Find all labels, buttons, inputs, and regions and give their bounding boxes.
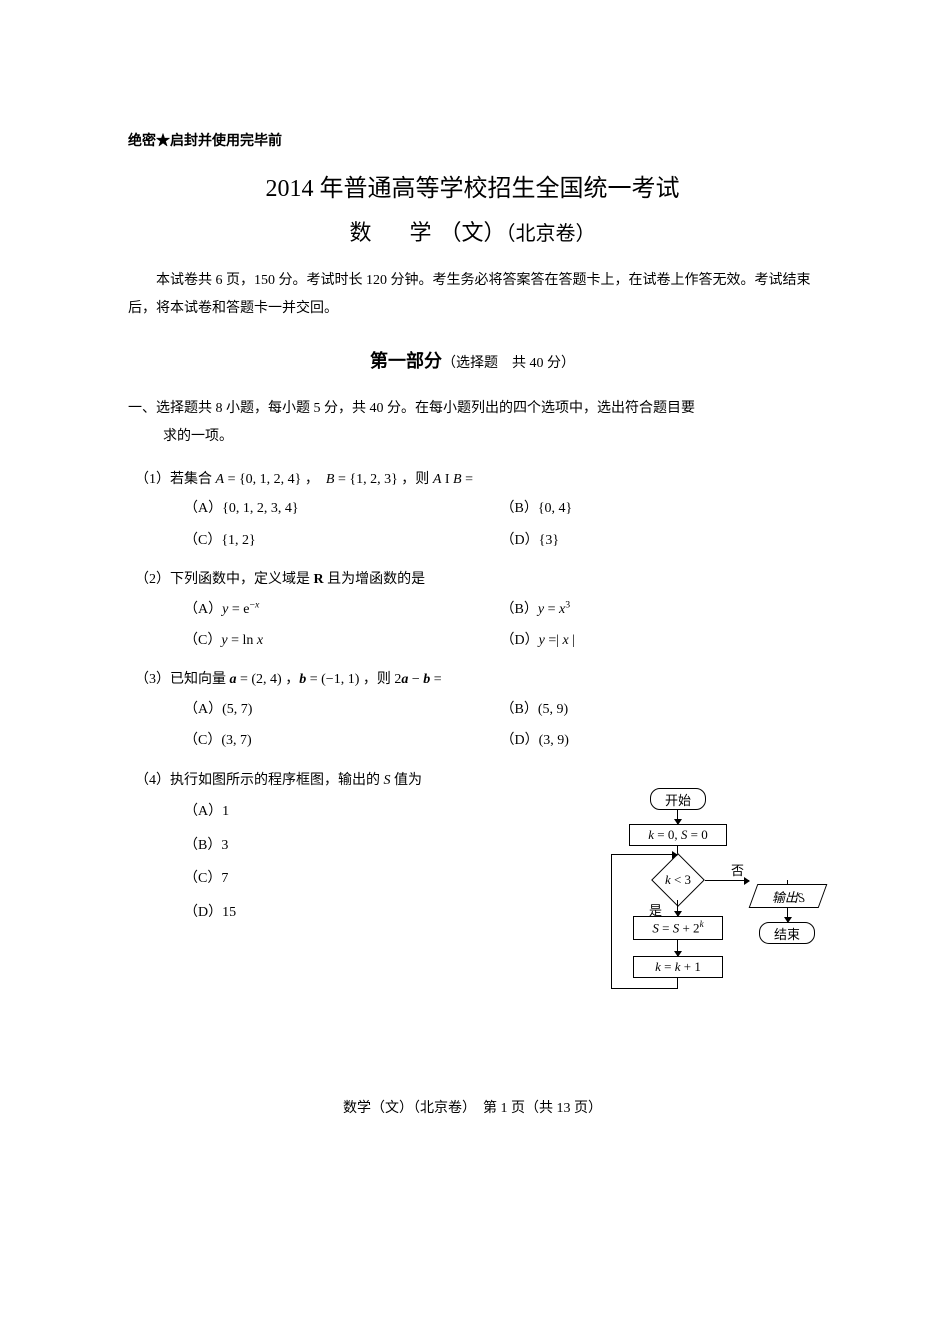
q1-stem-text: （1）若集合 (135, 472, 216, 487)
flowchart-diagram: 开始 k = 0, S = 0 k < 3 是 S = S + 2k k = k… (605, 788, 835, 1028)
q2-options: （A）y = e−x （B）y = x3 （C）y = ln x （D）y =|… (128, 595, 817, 658)
q3-option-a: （A）(5, 7) (184, 695, 501, 726)
subject-region: （北京卷） (506, 223, 596, 245)
q2-option-b: （B）y = x3 (501, 595, 818, 626)
exam-intro: 本试卷共 6 页，150 分。考试时长 120 分钟。考生务必将答案答在答题卡上… (128, 267, 817, 323)
q3-option-d: （D）(3, 9) (501, 726, 818, 757)
fc-line (611, 854, 612, 989)
fc-condition: k < 3 (643, 862, 713, 898)
fc-step1: S = S + 2k (633, 916, 723, 940)
fc-output: 输出S (749, 884, 828, 908)
exam-title: 2014 年普通高等学校招生全国统一考试 (128, 168, 817, 203)
q3-stem: （3）已知向量 a = (2, 4) ，b = (−1, 1) ，则 2a − … (128, 665, 817, 694)
q2-option-d: （D）y =| x | (501, 626, 818, 657)
fc-arrow (677, 900, 678, 916)
fc-line (611, 988, 678, 989)
q1-stem-math: A (216, 472, 225, 487)
subject-name: 数 学 (349, 220, 439, 245)
exam-subtitle: 数 学（文）（北京卷） (128, 215, 817, 247)
fc-arrow (705, 880, 749, 881)
q1-option-b: （B）{0, 4} (501, 494, 818, 525)
q3-options: （A）(5, 7) （B）(5, 9) （C）(3, 7) （D）(3, 9) (128, 695, 817, 758)
section-1-header: 第一部分（选择题 共 40 分） (128, 347, 817, 373)
fc-line (677, 978, 678, 988)
question-2: （2）下列函数中，定义域是 R 且为增函数的是 （A）y = e−x （B）y … (128, 565, 817, 657)
fc-init: k = 0, S = 0 (629, 824, 727, 846)
subject-type: （文） (440, 220, 506, 245)
fc-line (787, 880, 788, 884)
q2-option-c: （C）y = ln x (184, 626, 501, 657)
fc-arrow (611, 854, 677, 855)
q1-option-a: （A）{0, 1, 2, 3, 4} (184, 494, 501, 525)
section-1-note: （选择题 共 40 分） (442, 356, 575, 371)
fc-arrow (787, 908, 788, 922)
fc-step2: k = k + 1 (633, 956, 723, 978)
q1-option-d: （D）{3} (501, 526, 818, 557)
instructions-line2: 求的一项。 (128, 423, 817, 451)
confidential-notice: 绝密★启封并使用完毕前 (128, 130, 817, 150)
fc-no-label: 否 (731, 860, 744, 879)
question-3: （3）已知向量 a = (2, 4) ，b = (−1, 1) ，则 2a − … (128, 665, 817, 757)
q2-stem: （2）下列函数中，定义域是 R 且为增函数的是 (128, 565, 817, 594)
q3-option-b: （B）(5, 9) (501, 695, 818, 726)
question-1: （1）若集合 A = {0, 1, 2, 4} ， B = {1, 2, 3} … (128, 465, 817, 557)
fc-arrow (677, 810, 678, 824)
q1-stem: （1）若集合 A = {0, 1, 2, 4} ， B = {1, 2, 3} … (128, 465, 817, 494)
q3-option-c: （C）(3, 7) (184, 726, 501, 757)
fc-end: 结束 (759, 922, 815, 944)
fc-start: 开始 (650, 788, 706, 810)
section-instructions: 一、选择题共 8 小题，每小题 5 分，共 40 分。在每小题列出的四个选项中，… (128, 395, 817, 451)
q3-stem-text: （3）已知向量 (135, 672, 230, 687)
q1-options: （A）{0, 1, 2, 3, 4} （B）{0, 4} （C）{1, 2} （… (128, 494, 817, 557)
instructions-line1: 一、选择题共 8 小题，每小题 5 分，共 40 分。在每小题列出的四个选项中，… (128, 395, 817, 423)
q2-option-a: （A）y = e−x (184, 595, 501, 626)
fc-arrow (677, 940, 678, 956)
q1-option-c: （C）{1, 2} (184, 526, 501, 557)
page-footer: 数学（文）（北京卷） 第 1 页（共 13 页） (0, 1097, 945, 1117)
section-1-title: 第一部分 (370, 351, 442, 371)
